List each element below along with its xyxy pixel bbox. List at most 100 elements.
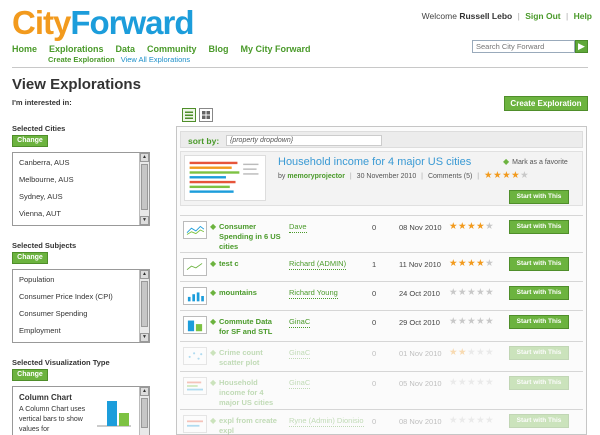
star-icon[interactable]: ★ [467, 347, 477, 358]
subnav-view-all-explorations[interactable]: View All Explorations [120, 55, 191, 64]
list-item[interactable]: Population [19, 275, 55, 284]
star-icon[interactable]: ★ [476, 316, 486, 327]
star-icon[interactable]: ★ [511, 170, 521, 181]
star-icon[interactable]: ★ [485, 287, 495, 298]
star-icon[interactable]: ★ [467, 377, 477, 388]
create-exploration-button[interactable]: Create Exploration [504, 96, 588, 111]
mark-favorite-link[interactable]: ◆ Mark as a favorite [503, 157, 568, 166]
row-start-button[interactable]: Start with This [509, 257, 569, 271]
row-user[interactable]: GinaC [289, 378, 311, 389]
row-start-button[interactable]: Start with This [509, 220, 569, 234]
row-user[interactable]: Richard (ADMIN) [289, 259, 347, 270]
row-user[interactable]: Richard Young [289, 288, 338, 299]
star-icon[interactable]: ★ [449, 316, 459, 327]
row-thumbnail[interactable] [183, 287, 207, 305]
search-go-button[interactable]: ▶ [575, 40, 588, 53]
star-icon[interactable]: ★ [485, 347, 495, 358]
star-icon[interactable]: ★ [449, 347, 459, 358]
star-icon[interactable]: ★ [485, 258, 495, 269]
star-icon[interactable]: ★ [458, 347, 468, 358]
row-rating[interactable]: ★★★★★ [449, 348, 494, 358]
change-cities-button[interactable]: Change [12, 135, 48, 147]
row-rating[interactable]: ★★★★★ [449, 222, 494, 232]
row-thumbnail[interactable] [183, 377, 207, 395]
star-icon[interactable]: ★ [485, 316, 495, 327]
scroll-up-icon[interactable]: ▲ [140, 387, 149, 396]
scroll-thumb[interactable] [141, 281, 148, 327]
row-rating[interactable]: ★★★★★ [449, 288, 494, 298]
scroll-up-icon[interactable]: ▲ [140, 270, 149, 279]
nav-my-city-forward[interactable]: My City Forward [240, 44, 311, 54]
scroll-thumb[interactable] [141, 164, 148, 210]
row-title[interactable]: mountains [219, 288, 257, 297]
nav-community[interactable]: Community [147, 44, 197, 54]
row-start-button[interactable]: Start with This [509, 346, 569, 360]
scroll-down-icon[interactable]: ▼ [140, 333, 149, 342]
star-icon[interactable]: ★ [484, 170, 494, 181]
featured-start-button[interactable]: Start with This [509, 190, 569, 204]
cities-scrollbar[interactable]: ▲ ▼ [139, 153, 149, 225]
row-user[interactable]: Ryne (Admin) Dionisio [289, 416, 364, 427]
row-user[interactable]: Dave [289, 222, 307, 233]
nav-data[interactable]: Data [115, 44, 136, 54]
row-start-button[interactable]: Start with This [509, 286, 569, 300]
viz-type-box[interactable]: Column Chart A Column Chart uses vertica… [12, 386, 150, 435]
scroll-up-icon[interactable]: ▲ [140, 153, 149, 162]
row-title[interactable]: Commute Data for SF and STL [219, 317, 273, 336]
featured-author[interactable]: memoryprojector [287, 173, 345, 180]
cities-list[interactable]: Canberra, AUS Melbourne, AUS Sydney, AUS… [12, 152, 150, 226]
row-thumbnail[interactable] [183, 347, 207, 365]
row-title[interactable]: Consumer Spending in 6 US cities [219, 222, 281, 251]
subjects-list[interactable]: Population Consumer Price Index (CPI) Co… [12, 269, 150, 343]
sort-dropdown[interactable]: {property dropdown} [226, 135, 382, 146]
star-icon[interactable]: ★ [476, 415, 486, 426]
star-icon[interactable]: ★ [458, 316, 468, 327]
row-rating[interactable]: ★★★★★ [449, 416, 494, 426]
grid-view-button[interactable] [199, 108, 213, 122]
star-icon[interactable]: ★ [458, 377, 468, 388]
row-title[interactable]: expl from create expl [219, 416, 277, 435]
list-item[interactable]: Canberra, AUS [19, 158, 70, 167]
city-forward-logo[interactable]: CityForward [12, 6, 195, 39]
row-title[interactable]: Crime count scatter plot [219, 348, 263, 367]
star-icon[interactable]: ★ [485, 415, 495, 426]
row-rating[interactable]: ★★★★★ [449, 378, 494, 388]
star-icon[interactable]: ★ [520, 170, 530, 181]
featured-rating[interactable]: ★★★★★ [484, 170, 529, 181]
row-thumbnail[interactable] [183, 316, 207, 334]
featured-title[interactable]: Household income for 4 major US cities [278, 156, 472, 168]
row-start-button[interactable]: Start with This [509, 315, 569, 329]
star-icon[interactable]: ★ [467, 415, 477, 426]
star-icon[interactable]: ★ [449, 221, 459, 232]
scroll-thumb[interactable] [141, 398, 148, 428]
list-item[interactable]: Consumer Spending [19, 309, 88, 318]
row-start-button[interactable]: Start with This [509, 414, 569, 428]
list-item[interactable]: Employment [19, 326, 61, 335]
star-icon[interactable]: ★ [467, 221, 477, 232]
star-icon[interactable]: ★ [458, 287, 468, 298]
row-thumbnail[interactable] [183, 258, 207, 276]
search-input[interactable] [472, 40, 575, 53]
scroll-down-icon[interactable]: ▼ [140, 216, 149, 225]
star-icon[interactable]: ★ [476, 377, 486, 388]
list-item[interactable]: Vienna, AUT [19, 209, 61, 218]
star-icon[interactable]: ★ [485, 377, 495, 388]
list-view-button[interactable] [182, 108, 196, 122]
nav-explorations[interactable]: Explorations [49, 44, 104, 54]
viz-scrollbar[interactable]: ▲ [139, 387, 149, 435]
nav-home[interactable]: Home [12, 44, 38, 54]
star-icon[interactable]: ★ [449, 287, 459, 298]
subnav-create-exploration[interactable]: Create Exploration [48, 55, 115, 64]
row-start-button[interactable]: Start with This [509, 376, 569, 390]
row-title[interactable]: Household income for 4 major US cities [219, 378, 274, 407]
row-thumbnail[interactable] [183, 221, 207, 239]
star-icon[interactable]: ★ [476, 221, 486, 232]
star-icon[interactable]: ★ [467, 316, 477, 327]
row-rating[interactable]: ★★★★★ [449, 317, 494, 327]
star-icon[interactable]: ★ [458, 221, 468, 232]
list-item[interactable]: Melbourne, AUS [19, 175, 74, 184]
star-icon[interactable]: ★ [502, 170, 512, 181]
help-link[interactable]: Help [573, 11, 592, 21]
row-thumbnail[interactable] [183, 415, 207, 433]
list-item[interactable]: Consumer Price Index (CPI) [19, 292, 113, 301]
